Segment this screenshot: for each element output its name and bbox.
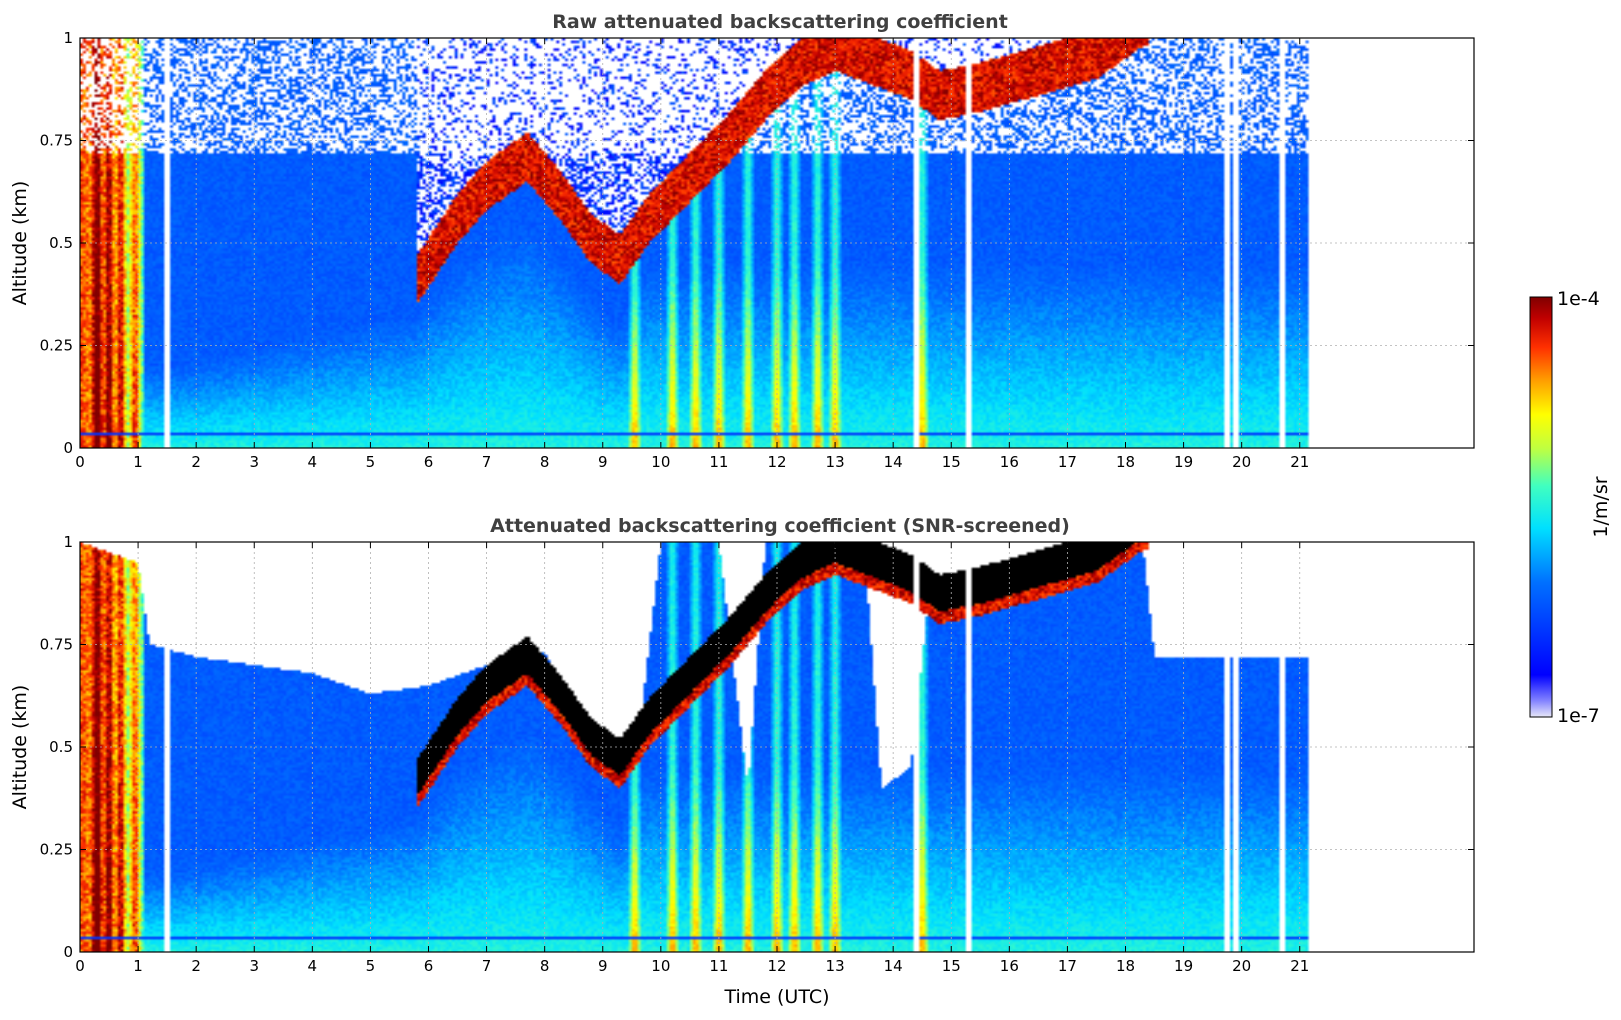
x-tick-label: 12 — [767, 957, 786, 975]
x-tick-label: 0 — [75, 453, 85, 471]
x-tick-label: 9 — [598, 957, 608, 975]
x-tick-label: 18 — [1116, 957, 1135, 975]
y-tick-label: 0.5 — [49, 234, 73, 252]
colorbar-scale — [1529, 296, 1553, 718]
panel-raw: Raw attenuated backscattering coefficien… — [9, 11, 1475, 471]
panel-screened: Attenuated backscattering coefficient (S… — [9, 515, 1475, 1008]
y-axis-label: Altitude (km) — [9, 685, 31, 810]
y-tick-label: 0.25 — [40, 337, 73, 355]
panel-title: Attenuated backscattering coefficient (S… — [490, 515, 1070, 537]
x-tick-label: 14 — [884, 957, 903, 975]
x-tick-label: 8 — [540, 453, 550, 471]
x-tick-label: 16 — [1000, 453, 1019, 471]
x-tick-label: 15 — [942, 957, 961, 975]
x-tick-label: 8 — [540, 957, 550, 975]
x-tick-label: 1 — [133, 453, 143, 471]
x-tick-label: 3 — [249, 957, 259, 975]
colorbar: 1e-4 1e-7 1/m/sr — [1529, 288, 1612, 727]
x-tick-label: 2 — [191, 453, 201, 471]
x-tick-label: 21 — [1290, 957, 1309, 975]
x-tick-label: 19 — [1174, 957, 1193, 975]
x-tick-label: 5 — [366, 453, 376, 471]
x-tick-label: 3 — [249, 453, 259, 471]
colorbar-min-label: 1e-7 — [1557, 705, 1600, 727]
x-tick-label: 0 — [75, 957, 85, 975]
x-tick-label: 18 — [1116, 453, 1135, 471]
y-tick-label: 0.75 — [40, 132, 73, 150]
x-tick-label: 16 — [1000, 957, 1019, 975]
y-ticks: 0 0.25 0.5 0.75 1 — [40, 533, 1474, 961]
x-axis-label: Time (UTC) — [723, 986, 829, 1008]
x-tick-label: 11 — [709, 957, 728, 975]
x-tick-label: 6 — [424, 957, 434, 975]
colorbar-label: 1/m/sr — [1590, 476, 1612, 537]
y-tick-label: 0.5 — [49, 738, 73, 756]
x-tick-label: 20 — [1232, 453, 1251, 471]
x-tick-label: 21 — [1290, 453, 1309, 471]
y-tick-label: 0 — [63, 943, 73, 961]
x-tick-label: 11 — [709, 453, 728, 471]
y-tick-label: 0 — [63, 439, 73, 457]
y-tick-label: 0.25 — [40, 841, 73, 859]
y-ticks: 0 0.25 0.5 0.75 1 — [40, 29, 1474, 457]
y-tick-label: 1 — [63, 533, 73, 551]
x-ticks: 0 1 2 3 4 5 6 7 8 9 10 11 12 13 14 15 16 17 18 19 20 21 — [75, 542, 1309, 975]
x-tick-label: 20 — [1232, 957, 1251, 975]
x-tick-label: 2 — [191, 957, 201, 975]
x-tick-label: 19 — [1174, 453, 1193, 471]
x-tick-label: 10 — [651, 453, 670, 471]
y-tick-label: 1 — [63, 29, 73, 47]
y-axis-label: Altitude (km) — [9, 181, 31, 306]
x-tick-label: 13 — [826, 453, 845, 471]
panel-title: Raw attenuated backscattering coefficien… — [552, 11, 1008, 33]
x-tick-label: 17 — [1058, 957, 1077, 975]
x-tick-label: 7 — [482, 957, 492, 975]
x-tick-label: 14 — [884, 453, 903, 471]
y-tick-label: 0.75 — [40, 636, 73, 654]
x-tick-label: 7 — [482, 453, 492, 471]
x-tick-label: 4 — [308, 957, 318, 975]
x-tick-label: 17 — [1058, 453, 1077, 471]
x-tick-label: 12 — [767, 453, 786, 471]
x-tick-label: 15 — [942, 453, 961, 471]
x-tick-label: 4 — [308, 453, 318, 471]
colorbar-max-label: 1e-4 — [1557, 288, 1600, 310]
x-ticks: 0 1 2 3 4 5 6 7 8 9 10 11 12 13 14 15 16 17 18 19 20 21 — [75, 38, 1309, 471]
x-tick-label: 13 — [826, 957, 845, 975]
x-tick-label: 10 — [651, 957, 670, 975]
grid — [80, 38, 1474, 448]
x-tick-label: 1 — [133, 957, 143, 975]
x-tick-label: 6 — [424, 453, 434, 471]
x-tick-label: 5 — [366, 957, 376, 975]
grid — [80, 542, 1474, 952]
x-tick-label: 9 — [598, 453, 608, 471]
